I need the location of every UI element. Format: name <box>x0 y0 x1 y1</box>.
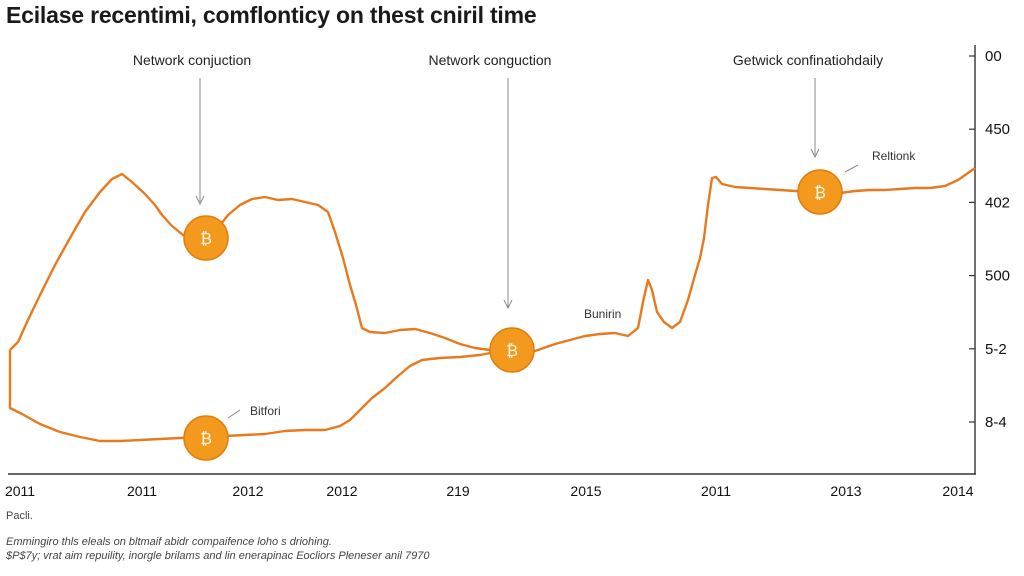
x-axis-sublabel: Pacli. <box>6 510 33 522</box>
marker-3: ₿ <box>489 327 535 373</box>
marker-2: ₿ <box>183 415 229 461</box>
footnote-line-2: $P$7y; vrat aim repuility, inorgle brila… <box>6 550 430 562</box>
marker-4: ₿ <box>797 169 843 215</box>
svg-text:₿: ₿ <box>814 184 826 202</box>
x-tick-label: 2011 <box>701 483 731 499</box>
series-line-lower <box>8 348 506 443</box>
x-tick-label: 2011 <box>5 483 35 499</box>
footnote-line-1: Emmingiro thls eleals on bltmaif abidr c… <box>6 536 332 548</box>
y-tick-label: 8-4 <box>985 414 1007 431</box>
annotation-bunirin: Bunirin <box>584 307 621 321</box>
y-tick-label: 5-2 <box>985 341 1007 358</box>
annotation-arrows <box>195 78 859 419</box>
x-tick-label: 2013 <box>830 483 861 499</box>
x-tick-label: 2012 <box>232 483 263 499</box>
x-tick-label: 2011 <box>127 483 157 499</box>
annotation-bitfori: Bitfori <box>250 404 281 418</box>
annotation-network-conguction: Network conguction <box>429 52 552 68</box>
chart-title: Ecilase recentimi, comflonticy on thest … <box>6 2 537 28</box>
x-tick-label: 2015 <box>570 483 601 499</box>
annotation-getwick: Getwick confinatiohdaily <box>733 52 883 68</box>
svg-text:₿: ₿ <box>200 230 212 248</box>
svg-text:₿: ₿ <box>200 430 212 448</box>
y-tick-label: 450 <box>985 121 1010 138</box>
annotation-network-conjuction: Network conjuction <box>133 52 251 68</box>
x-tick-label: 219 <box>446 483 470 499</box>
annotation-reltionk: Reltionk <box>872 149 916 163</box>
y-tick-label: 00 <box>985 48 1002 65</box>
x-tick-label: 2012 <box>326 483 357 499</box>
y-tick-label: 500 <box>985 268 1010 285</box>
svg-text:₿: ₿ <box>506 342 518 360</box>
x-tick-label: 2014 <box>942 483 973 499</box>
y-tick-label: 402 <box>985 194 1010 211</box>
marker-1: ₿ <box>183 215 229 261</box>
